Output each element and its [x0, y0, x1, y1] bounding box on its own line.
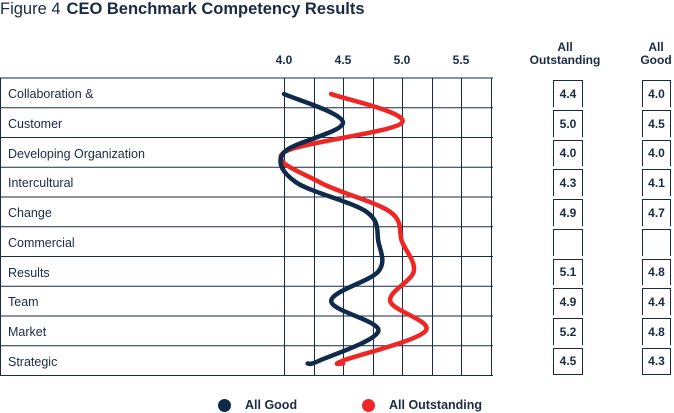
x-tick-label: 4.5 [334, 53, 352, 67]
good-column-header: All Good [630, 41, 674, 67]
row-label: Collaboration & [8, 87, 94, 101]
x-tick-label: 4.0 [275, 53, 293, 67]
chart-title: CEO Benchmark Competency Results [66, 0, 365, 18]
row-label: Intercultural [8, 176, 74, 191]
x-tick-label: 5.0 [393, 53, 411, 67]
all-outstanding-value-cell: 5.0 [553, 109, 583, 137]
row-label: Commercial [8, 235, 75, 250]
legend-all-good: All Good [218, 398, 297, 412]
legend-all-outstanding: All Outstanding [362, 398, 482, 412]
all-good-value-cell: 4.5 [642, 109, 671, 137]
all-outstanding-value-cell: 5.2 [553, 318, 583, 345]
row-label: Customer [8, 116, 63, 131]
all-good-value-cell [642, 228, 671, 256]
all-outstanding-value-cell: 4.3 [553, 169, 583, 196]
all-good-legend-label: All Good [245, 398, 298, 412]
row-label: Developing Organization [8, 146, 145, 161]
all-good-value-cell: 4.7 [642, 199, 671, 226]
all-outstanding-series-line [278, 91, 429, 367]
all-good-value-cell: 4.0 [642, 80, 671, 107]
all-good-value-cell: 4.3 [642, 347, 671, 375]
row-label: Results [8, 265, 50, 280]
all-outstanding-value-cell: 4.9 [553, 199, 583, 226]
all-outstanding-value-cell: 4.5 [553, 347, 583, 375]
row-label: Strategic [8, 354, 58, 369]
all-good-value-cell: 4.4 [642, 288, 671, 315]
figure-title: Figure 4 CEO Benchmark Competency Results [0, 0, 365, 19]
x-tick-label: 5.5 [452, 53, 470, 67]
all-good-legend-dot [218, 398, 231, 412]
row-label: Market [8, 325, 47, 339]
all-good-series-line [278, 91, 385, 367]
row-label: Team [8, 295, 39, 310]
outstanding-header-line2: Outstanding [529, 53, 601, 67]
outstanding-column-header: All Outstanding [518, 41, 612, 67]
all-outstanding-value-cell [553, 228, 583, 256]
all-outstanding-value-cell: 4.4 [553, 80, 583, 107]
row-label: Change [8, 206, 52, 220]
all-outstanding-value-cell: 5.1 [553, 258, 583, 286]
good-header-line1: All [648, 40, 664, 54]
all-outstanding-value-cell: 4.0 [553, 139, 583, 167]
all-good-value-cell: 4.0 [642, 139, 671, 167]
all-good-value-cell: 4.8 [642, 318, 671, 345]
all-good-value-cell: 4.8 [642, 258, 671, 286]
all-outstanding-legend-dot [362, 398, 375, 412]
all-good-value-cell: 4.1 [642, 169, 671, 196]
good-header-line2: Good [640, 53, 672, 67]
figure-label: Figure 4 [0, 0, 61, 18]
outstanding-header-line1: All [557, 40, 573, 54]
all-outstanding-legend-label: All Outstanding [389, 398, 483, 412]
all-outstanding-value-cell: 4.9 [553, 288, 583, 315]
